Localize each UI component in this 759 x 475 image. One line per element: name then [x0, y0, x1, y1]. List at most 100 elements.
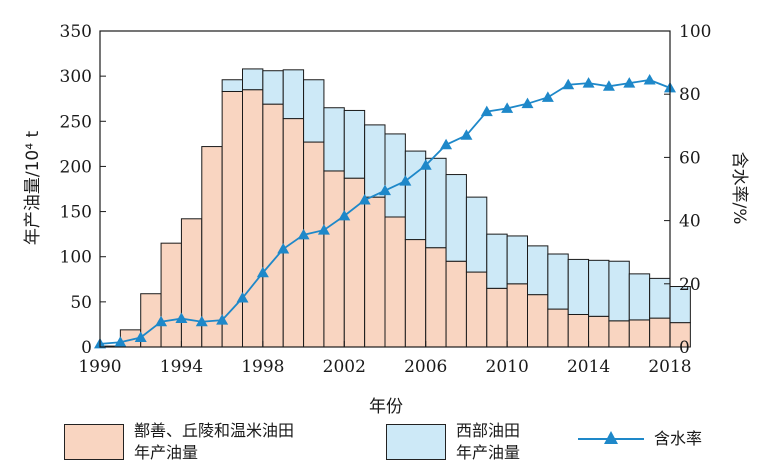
water-cut-point-2003	[358, 194, 371, 205]
bar-shanshan-2015	[608, 320, 630, 348]
bar-shanshan-1994	[180, 218, 203, 348]
bar-western-2010	[506, 235, 528, 285]
bar-western-2003	[364, 124, 386, 198]
y-tick-label-250: 250	[60, 112, 92, 132]
bar-shanshan-2001	[323, 170, 345, 348]
y-tick-label-0: 0	[81, 338, 92, 358]
water-cut-point-1994	[175, 312, 188, 324]
x-tick-label-1998: 1998	[241, 357, 284, 377]
water-cut-point-2013	[562, 78, 575, 90]
y2-axis-label: 含水率/%	[729, 152, 749, 225]
water-cut-point-1995	[195, 315, 208, 327]
y-tick-label-150: 150	[60, 203, 92, 223]
y-tick-label-50: 50	[70, 293, 92, 313]
water-cut-point-2017	[643, 73, 656, 85]
bar-shanshan-2005	[404, 239, 427, 348]
bar-shanshan-2010	[506, 283, 528, 348]
legend-label-western: 西部油田 年产油量	[456, 421, 521, 462]
y2-tick-label-0: 0	[679, 338, 690, 358]
bar-shanshan-1997	[242, 89, 264, 348]
x-tick-label-1990: 1990	[78, 357, 121, 377]
y2-tick-label-20: 20	[679, 275, 701, 295]
y-tick-label-200: 200	[60, 157, 92, 177]
water-cut-point-2006	[419, 159, 432, 170]
y2-tick-label-40: 40	[679, 212, 701, 232]
y-tick-label-100: 100	[60, 248, 92, 268]
bar-western-2009	[486, 233, 508, 289]
water-cut-point-2001	[317, 224, 330, 235]
x-tick-label-2010: 2010	[486, 357, 529, 377]
bars-layer	[99, 68, 691, 348]
water-cut-point-2008	[460, 129, 473, 140]
legend-label-water-cut: 含水率	[654, 429, 703, 448]
bar-shanshan-2013	[567, 313, 590, 348]
bar-western-2011	[527, 245, 549, 296]
bar-shanshan-2009	[486, 287, 508, 348]
water-cut-point-2014	[582, 77, 595, 88]
bar-western-2006	[425, 157, 447, 249]
bar-western-2012	[547, 253, 569, 310]
bar-shanshan-2004	[384, 216, 406, 348]
bar-western-1998	[262, 70, 284, 105]
y-tick-label-300: 300	[60, 67, 92, 87]
water-cut-point-2012	[541, 91, 554, 102]
water-cut-point-1998	[256, 266, 269, 278]
x-axis-label: 年份	[369, 397, 403, 417]
y-axis-label: 年产油量/10⁴ t	[23, 131, 43, 246]
y2-tick-label-100: 100	[679, 22, 711, 42]
x-tick-label-2006: 2006	[404, 357, 447, 377]
water-cut-point-1997	[236, 292, 249, 303]
bar-shanshan-1993	[160, 242, 182, 348]
bar-shanshan-2017	[649, 317, 671, 348]
bar-western-2014	[588, 259, 610, 317]
bar-shanshan-2008	[465, 271, 488, 348]
bar-western-1999	[282, 69, 305, 120]
water-cut-point-2010	[501, 102, 514, 113]
x-tick-label-1994: 1994	[160, 357, 203, 377]
bar-western-2005	[404, 150, 427, 241]
bar-shanshan-2006	[425, 247, 447, 348]
bar-shanshan-1998	[262, 103, 284, 348]
bar-western-2000	[303, 79, 325, 143]
bar-shanshan-2014	[588, 315, 610, 348]
triangle-marker-icon	[604, 431, 618, 444]
bar-western-2001	[323, 107, 345, 172]
bar-western-2013	[567, 258, 590, 315]
water-cut-point-2009	[480, 105, 493, 117]
water-cut-point-1996	[216, 314, 229, 325]
bar-western-2008	[465, 196, 488, 273]
bar-western-2015	[608, 260, 630, 322]
bar-shanshan-2000	[303, 141, 325, 348]
x-tick-label-2002: 2002	[323, 357, 366, 377]
bar-shanshan-2007	[445, 260, 467, 348]
bar-western-1997	[242, 68, 264, 91]
y-tick-label-350: 350	[60, 22, 92, 42]
water-cut-point-2000	[297, 228, 310, 240]
water-cut-point-2011	[521, 97, 534, 109]
plot-frame	[99, 30, 671, 348]
bar-shanshan-2016	[628, 319, 651, 348]
x-tick-label-2018: 2018	[648, 357, 691, 377]
water-cut-point-2016	[623, 77, 636, 88]
bar-shanshan-2011	[527, 294, 549, 348]
legend-item-shanshan: 鄯善、丘陵和温米油田 年产油量	[64, 420, 294, 464]
legend-swatch-shanshan	[64, 424, 124, 460]
water-cut-point-2005	[399, 175, 412, 186]
legend-line-water-cut	[578, 429, 644, 449]
bar-western-2016	[628, 273, 651, 321]
bar-shanshan-2003	[364, 196, 386, 348]
water-cut-point-2002	[338, 209, 351, 221]
y2-tick-label-80: 80	[679, 85, 701, 105]
legend-item-western: 西部油田 年产油量	[386, 420, 520, 464]
x-tick-label-2014: 2014	[567, 357, 610, 377]
bar-shanshan-2012	[547, 308, 569, 348]
bar-western-2002	[343, 109, 366, 179]
chart-area: 0 50 100 150 200 250 300 350 0 20 40 60 80 100 1990 199…	[23, 22, 749, 417]
water-cut-line-layer	[94, 73, 676, 349]
legend: 鄯善、丘陵和温米油田 年产油量 西部油田 年产油量 含水率	[0, 418, 759, 475]
water-cut-point-1999	[277, 243, 290, 254]
water-cut-point-1993	[155, 315, 168, 327]
bar-shanshan-1999	[282, 118, 305, 348]
legend-label-shanshan: 鄯善、丘陵和温米油田 年产油量	[134, 421, 295, 462]
bar-western-2004	[384, 133, 406, 218]
